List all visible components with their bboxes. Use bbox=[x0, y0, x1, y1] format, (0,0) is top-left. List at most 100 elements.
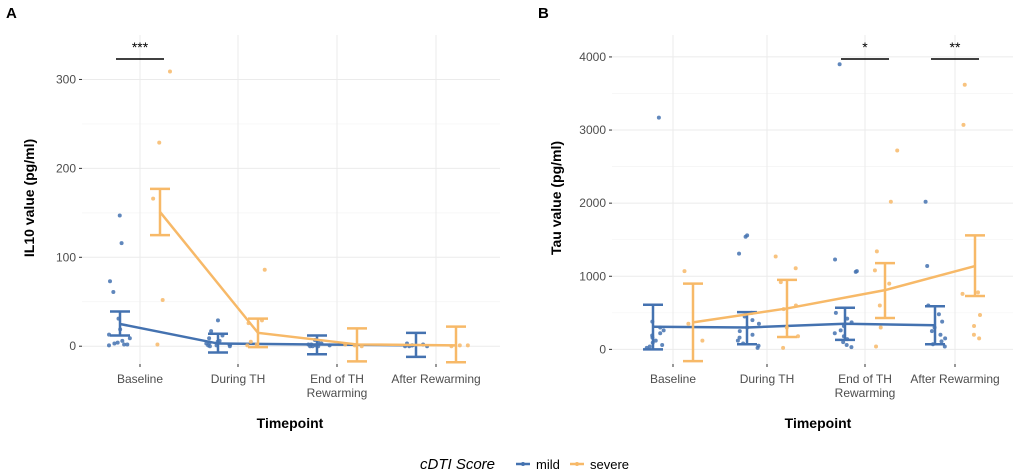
panel-a-xtick-label: During TH bbox=[211, 372, 265, 386]
panel-a-point-mild bbox=[112, 341, 117, 346]
panel-a-errorbar-severe bbox=[150, 187, 170, 237]
panel-a-ytick-label: 200 bbox=[56, 161, 76, 175]
panel-a-significance-label: *** bbox=[132, 39, 149, 55]
legend-key-severe-dot bbox=[575, 462, 579, 466]
panel-b-errorbar-mild bbox=[643, 303, 663, 351]
panel-a-point-severe bbox=[151, 196, 156, 201]
panel-a-point-mild bbox=[215, 318, 220, 323]
panel-a-xtick-label: After Rewarming bbox=[391, 372, 480, 386]
panel-b-point-mild bbox=[940, 319, 945, 324]
panel-b-point-mild bbox=[745, 233, 750, 238]
panel-b-point-mild bbox=[837, 62, 842, 67]
panel-b-point-mild bbox=[923, 199, 928, 204]
panel-b-point-severe bbox=[796, 334, 801, 339]
panel-b-point-mild bbox=[737, 251, 742, 256]
panel-b-ytick-label: 1000 bbox=[579, 269, 606, 283]
panel-b: 0 1000 2000 3000 4000 Baseline During TH End of… bbox=[579, 35, 1013, 400]
panel-b-errorbar-severe bbox=[875, 261, 895, 320]
panel-a-errorbar-severe bbox=[347, 327, 367, 363]
panel-b-point-mild bbox=[735, 338, 740, 343]
panel-b-xtick-label: Baseline bbox=[650, 372, 696, 386]
panel-a-point-mild bbox=[120, 338, 125, 343]
panel-a-ytick-label: 100 bbox=[56, 250, 76, 264]
panel-b-point-mild bbox=[838, 328, 843, 333]
panel-a-point-severe bbox=[248, 339, 253, 344]
panel-a-errorbar-mild bbox=[110, 310, 130, 337]
panel-b-point-mild bbox=[750, 318, 755, 323]
panel-letter-b: B bbox=[538, 5, 549, 22]
panel-a-point-mild bbox=[119, 241, 124, 246]
panel-b-point-severe bbox=[872, 268, 877, 273]
panel-a-point-mild bbox=[227, 344, 232, 349]
panel-b-point-mild bbox=[854, 269, 859, 274]
panel-b-errorbar-mild bbox=[925, 304, 945, 346]
panel-b-point-mild bbox=[653, 338, 658, 343]
panel-a-point-mild bbox=[207, 336, 212, 341]
panel-b-point-severe bbox=[700, 338, 705, 343]
panel-a-ytick-label: 300 bbox=[56, 72, 76, 86]
legend-title: cDTI Score bbox=[420, 456, 495, 473]
panel-a-errorbar-mild bbox=[208, 332, 228, 354]
panel-b-point-mild bbox=[938, 332, 943, 337]
panel-a-point-severe bbox=[155, 342, 160, 347]
panel-b-ytick-label: 3000 bbox=[579, 123, 606, 137]
panel-b-point-mild bbox=[939, 339, 944, 344]
panel-b-point-severe bbox=[972, 323, 977, 328]
panel-a-point-severe bbox=[262, 267, 267, 272]
panel-b-point-mild bbox=[936, 312, 941, 317]
panel-b-significance-label: * bbox=[862, 39, 868, 55]
panel-b-errorbar-severe bbox=[777, 278, 797, 339]
panel-b-point-mild bbox=[658, 331, 663, 336]
panel-a-point-severe bbox=[457, 343, 462, 348]
panel-b-point-mild bbox=[656, 115, 661, 120]
panel-a-point-mild bbox=[209, 329, 214, 334]
panel-b-point-severe bbox=[887, 281, 892, 286]
panel-b-mean-line-mild bbox=[652, 322, 936, 329]
panel-a-xtick-label: End of TH Rewarming bbox=[307, 372, 368, 400]
panel-b-point-severe bbox=[977, 336, 982, 341]
panel-b-point-mild bbox=[750, 332, 755, 337]
panel-b-point-severe bbox=[960, 291, 965, 296]
panel-b-point-severe bbox=[773, 254, 778, 259]
panel-b-errorbar-mild bbox=[737, 310, 757, 346]
panel-b-point-mild bbox=[833, 310, 838, 315]
panel-b-y-axis-title: Tau value (pg/ml) bbox=[548, 141, 564, 255]
panel-b-point-mild bbox=[943, 336, 948, 341]
panel-a-point-mild bbox=[111, 289, 116, 294]
panel-b-point-mild bbox=[833, 257, 838, 262]
panel-a-point-mild bbox=[125, 342, 130, 347]
panel-a-x-axis-title: Timepoint bbox=[257, 415, 324, 431]
panel-b-point-severe bbox=[781, 345, 786, 350]
panel-a: 0 100 200 300 Baseline During TH End of TH Rewa… bbox=[56, 35, 500, 400]
panel-a-point-mild bbox=[122, 342, 127, 347]
panel-b-significance-label: ** bbox=[950, 39, 961, 55]
panel-b-errorbar-severe bbox=[683, 282, 703, 363]
panel-a-errorbar-severe bbox=[248, 317, 268, 349]
panel-b-point-mild bbox=[929, 329, 934, 334]
panel-b-point-mild bbox=[661, 328, 666, 333]
legend-label-mild: mild bbox=[536, 457, 560, 472]
panel-b-point-severe bbox=[874, 249, 879, 254]
panel-b-point-mild bbox=[925, 264, 930, 269]
legend-key-mild-dot bbox=[521, 462, 525, 466]
panel-b-xtick-label: After Rewarming bbox=[910, 372, 999, 386]
panel-b-point-mild bbox=[660, 342, 665, 347]
panel-b-point-severe bbox=[878, 325, 883, 330]
panel-a-point-mild bbox=[115, 340, 120, 345]
panel-b-point-mild bbox=[844, 342, 849, 347]
panel-b-ytick-label: 4000 bbox=[579, 50, 606, 64]
panel-b-point-severe bbox=[971, 332, 976, 337]
panel-b-ytick-label: 0 bbox=[599, 342, 606, 356]
panel-a-point-mild bbox=[127, 336, 132, 341]
panel-a-point-severe bbox=[465, 343, 470, 348]
panel-a-y-axis-title: IL10 value (pg/ml) bbox=[21, 139, 37, 257]
panel-b-point-severe bbox=[961, 122, 966, 127]
panel-b-errorbar-severe bbox=[965, 234, 985, 298]
panel-b-ytick-label: 2000 bbox=[579, 196, 606, 210]
panel-b-point-mild bbox=[755, 345, 760, 350]
panel-b-point-severe bbox=[686, 321, 691, 326]
panel-a-point-mild bbox=[207, 344, 212, 349]
panel-a-point-mild bbox=[117, 213, 122, 218]
panel-letter-a: A bbox=[6, 5, 17, 22]
panel-a-point-mild bbox=[106, 343, 111, 348]
